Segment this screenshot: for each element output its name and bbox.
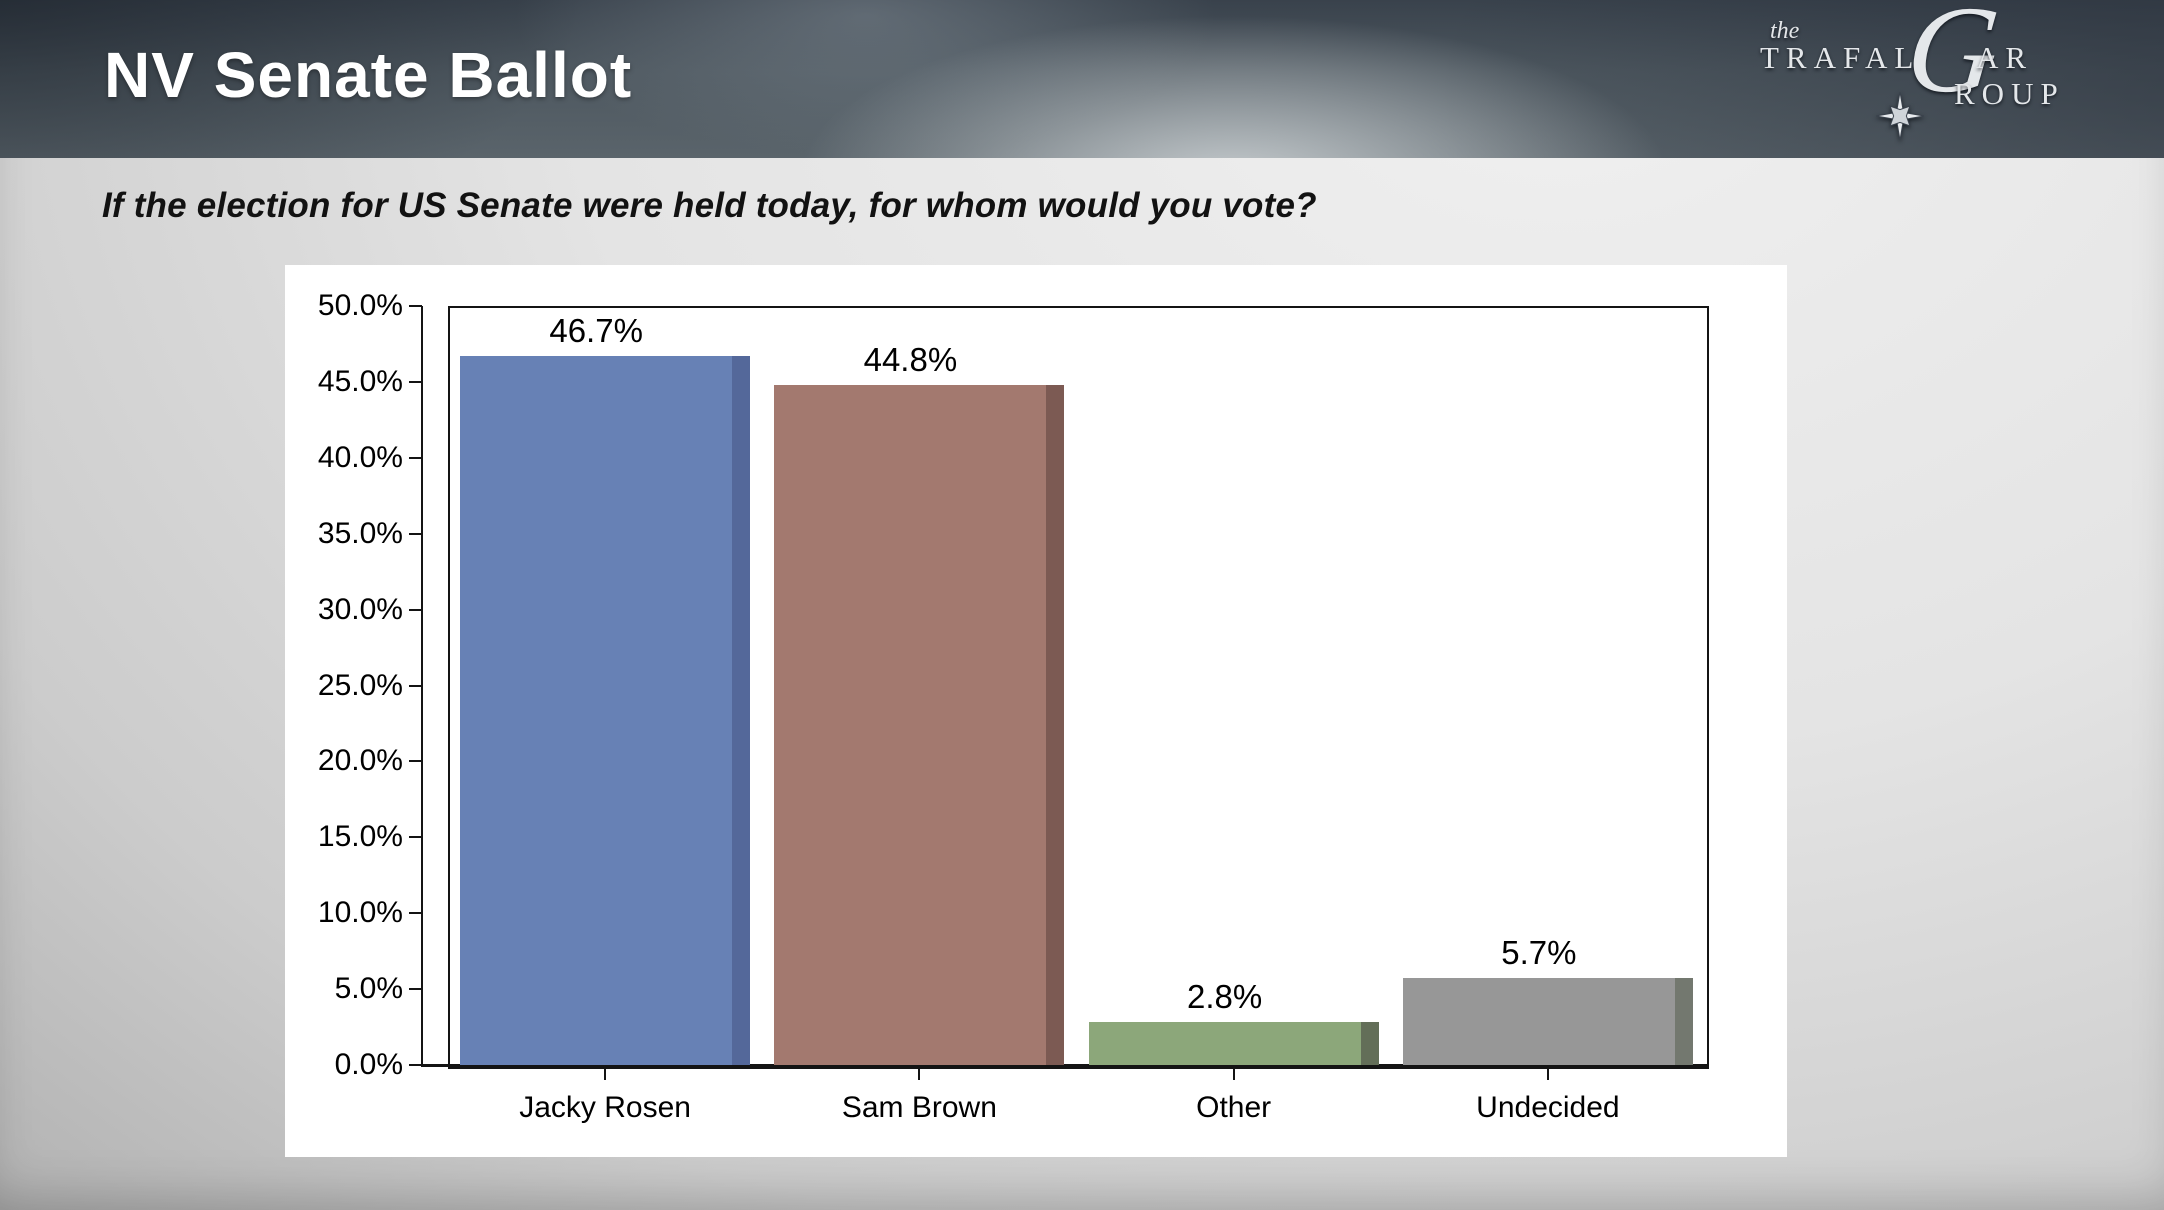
y-tick-label: 30.0% (317, 592, 403, 626)
bar-value-label-sam-brown: 44.8% (863, 340, 958, 378)
y-tick (409, 380, 422, 383)
bar-sam-brown (774, 384, 1047, 1065)
x-tick (604, 1067, 607, 1080)
survey-question: If the election for US Senate were held … (102, 186, 1317, 225)
trafalgar-logo: the TRAFAL G AR ROUP (1740, 0, 2100, 152)
bars-layer: 46.7% 44.8% 2.8% 5.7% (285, 265, 1787, 1157)
y-tick (409, 608, 422, 611)
y-tick (409, 684, 422, 687)
bar-value-label-jacky-rosen: 46.7% (549, 312, 643, 350)
x-category-label-undecided: Undecided (1476, 1091, 1620, 1124)
x-tick (1546, 1067, 1549, 1080)
header-banner: NV Senate Ballot the TRAFAL G AR ROUP (0, 0, 2164, 158)
page-title: NV Senate Ballot (104, 39, 633, 111)
y-tick-label: 25.0% (317, 668, 403, 702)
y-tick (409, 456, 422, 459)
y-tick-label: 45.0% (317, 364, 403, 398)
chart-card: 0.0% 5.0% 10.0% 15.0% 20.0% 25.0% 30.0% 35.0% 40… (285, 265, 1787, 1157)
bar-value-label-undecided: 5.7% (1501, 934, 1577, 972)
bar-shadow-other (1360, 1022, 1379, 1065)
y-axis-spine (421, 306, 423, 1067)
axis-layer: 0.0% 5.0% 10.0% 15.0% 20.0% 25.0% 30.0% 35.0% 40… (285, 265, 1787, 1157)
y-tick (409, 760, 422, 763)
bar-undecided (1402, 978, 1675, 1065)
y-tick (409, 1064, 422, 1066)
y-tick (409, 532, 422, 535)
y-tick-label: 10.0% (317, 896, 403, 930)
y-tick-label: 20.0% (317, 744, 403, 778)
x-category-label-other: Other (1196, 1091, 1272, 1124)
logo-trafal: TRAFAL (1760, 40, 1921, 75)
x-category-label-jacky-rosen: Jacky Rosen (519, 1091, 691, 1124)
y-tick-label: 15.0% (317, 820, 403, 854)
bar-shadow-sam-brown (1046, 384, 1065, 1065)
y-tick-label: 40.0% (317, 440, 403, 474)
x-axis-line (421, 1064, 1707, 1067)
y-tick (409, 305, 422, 307)
y-tick-label: 50.0% (317, 289, 403, 322)
compass-star-icon (1876, 92, 1924, 140)
y-tick-label: 5.0% (334, 972, 403, 1006)
x-category-label-sam-brown: Sam Brown (841, 1091, 997, 1124)
bar-value-label-other: 2.8% (1187, 978, 1263, 1016)
plot-area (448, 306, 1709, 1069)
y-tick-label: 0.0% (334, 1048, 403, 1081)
logo-roup: ROUP (1954, 76, 2065, 111)
y-tick (409, 912, 422, 915)
y-tick (409, 988, 422, 991)
x-tick (1232, 1067, 1235, 1080)
bar-jacky-rosen (460, 356, 733, 1065)
y-tick-label: 35.0% (317, 516, 403, 550)
y-tick (409, 836, 422, 839)
x-tick (918, 1067, 921, 1080)
bar-other (1088, 1022, 1361, 1065)
bar-shadow-jacky-rosen (732, 356, 751, 1065)
bar-shadow-undecided (1674, 978, 1693, 1065)
logo-the: the (1770, 18, 1800, 44)
logo-ar: AR (1976, 40, 2034, 75)
